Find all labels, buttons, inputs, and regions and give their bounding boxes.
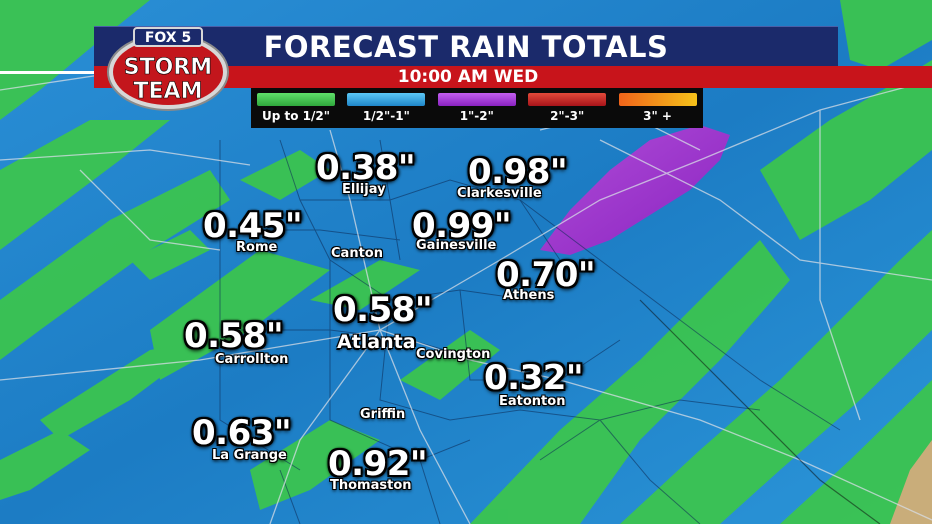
city-canton: Canton [331,246,383,261]
city-clarkesville: Clarkesville [457,186,542,201]
legend-swatch [257,93,335,106]
legend-swatch [347,93,426,106]
county-lines [219,139,841,524]
amount-la-grange: 0.63" [192,413,292,453]
legend: Up to 1/2" 1/2"-1" 1"-2" 2"-3" 3" + [251,88,703,128]
amount-gainesville: 0.99" [412,206,512,246]
header-accent-line [0,71,100,74]
title-bar: FORECAST RAIN TOTALS [94,26,838,67]
city-eatonton: Eatonton [499,394,566,409]
amount-ellijay: 0.38" [316,148,416,188]
amount-thomaston: 0.92" [328,444,428,484]
legend-item: 1"-2" [432,88,522,128]
legend-swatch [618,93,697,106]
logo-line2: TEAM [134,79,203,104]
amount-athens: 0.70" [496,255,596,295]
city-ellijay: Ellijay [342,182,386,197]
legend-item: 2"-3" [522,88,612,128]
legend-swatch [528,93,607,106]
logo-line1: STORM [124,55,212,80]
amount-carrollton: 0.58" [184,316,284,356]
dry-land [890,440,932,524]
legend-swatch [437,93,516,106]
city-athens: Athens [503,288,555,303]
city-griffin: Griffin [360,407,406,422]
amount-atlanta: 0.58" [333,290,433,330]
storm-team-logo: FOX 5 STORM TEAM [107,27,229,111]
legend-label: Up to 1/2" [261,109,330,123]
city-gainesville: Gainesville [416,238,497,253]
legend-label: 3" + [643,109,672,123]
amount-eatonton: 0.32" [484,358,584,398]
time-bar: 10:00 AM WED [94,66,932,88]
amount-clarkesville: 0.98" [468,152,568,192]
legend-item: Up to 1/2" [251,88,341,128]
legend-label: 1"-2" [459,109,494,123]
legend-label: 2"-3" [550,109,585,123]
forecast-time: 10:00 AM WED [397,67,539,87]
city-carrollton: Carrollton [215,352,289,367]
legend-item: 1/2"-1" [341,88,431,128]
city-la-grange: La Grange [212,448,287,463]
amount-rome: 0.45" [203,206,303,246]
city-rome: Rome [236,240,278,255]
rain-area-purple [540,125,730,255]
legend-item: 3" + [613,88,703,128]
city-atlanta: Atlanta [337,331,416,353]
logo-brand: FOX 5 [145,30,191,46]
city-covington: Covington [416,347,491,362]
legend-label: 1/2"-1" [362,109,410,123]
page-title: FORECAST RAIN TOTALS [263,30,669,64]
city-thomaston: Thomaston [330,478,412,493]
state-border [639,299,881,524]
